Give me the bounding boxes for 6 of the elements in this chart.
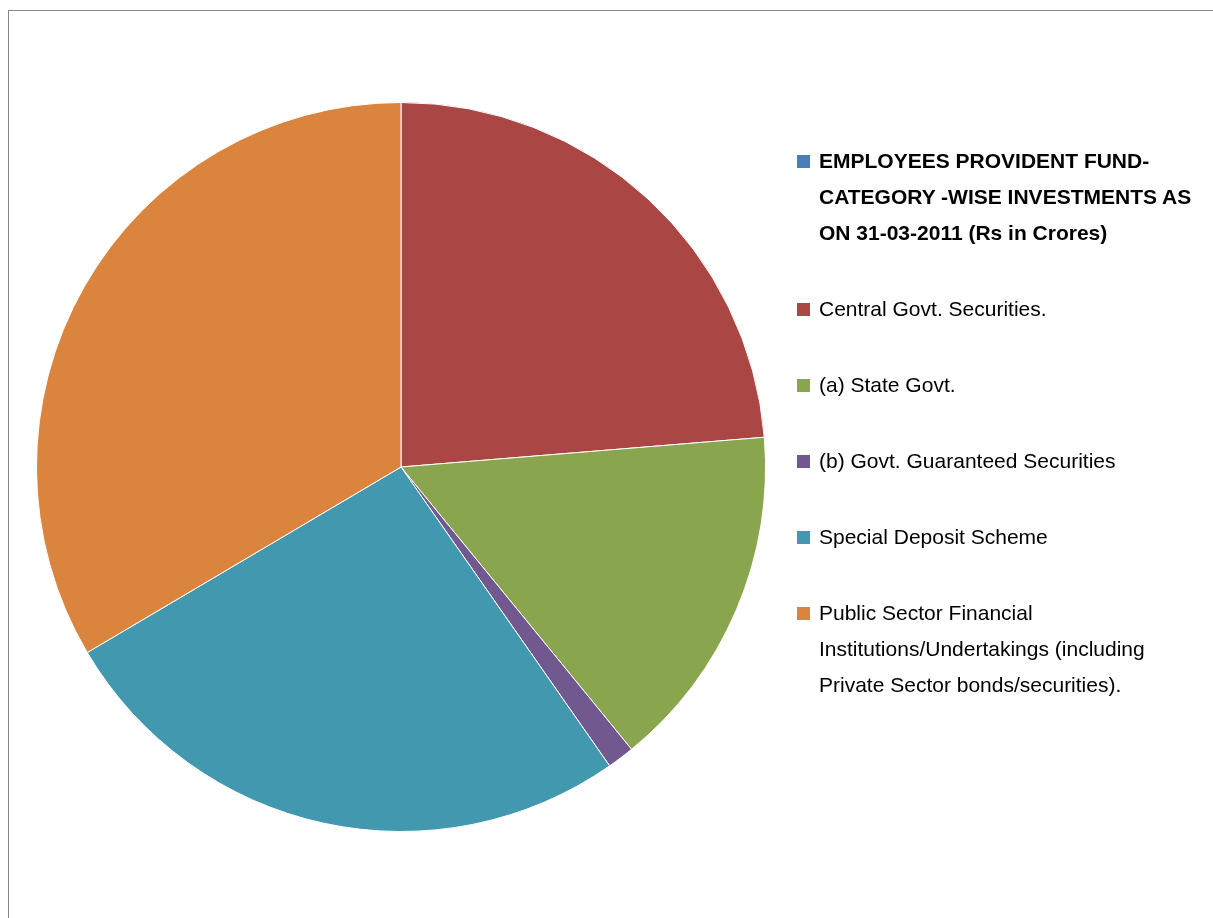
legend-label: (a) State Govt.: [819, 373, 956, 396]
legend-label: EMPLOYEES PROVIDENT FUND-CATEGORY -WISE INVESTMENTS AS ON 31-03-2011 (Rs in Crores): [819, 149, 1192, 244]
legend-label: Special Deposit Scheme: [819, 525, 1048, 548]
legend-label: Central Govt. Securities.: [819, 297, 1047, 320]
legend-label: (b) Govt. Guaranteed Securities: [819, 449, 1116, 472]
legend-label: Public Sector Financial Institutions/Undertakings (including Private Sector bonds/securities).: [819, 601, 1145, 696]
